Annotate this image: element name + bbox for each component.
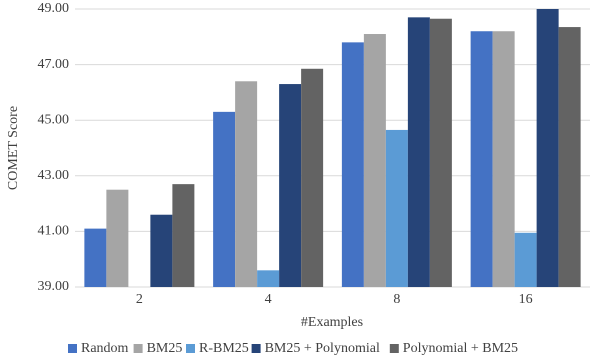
bar [301, 68, 324, 287]
x-axis-label: #Examples [301, 315, 363, 330]
y-tick-label: 45.00 [38, 112, 70, 127]
bar [429, 18, 452, 287]
bar [150, 214, 173, 287]
legend-swatch [186, 344, 195, 353]
bar [213, 111, 236, 287]
legend-swatch [251, 344, 261, 353]
bar [172, 184, 195, 287]
bar [84, 228, 107, 287]
bar [257, 270, 280, 287]
legend-swatch [68, 344, 77, 353]
legend-label: Polynomial + BM25 [403, 341, 518, 356]
legend-swatch [133, 344, 143, 353]
y-tick-label: 49.00 [38, 1, 70, 16]
bar [235, 81, 258, 287]
bar [363, 34, 386, 287]
bar [536, 9, 559, 287]
y-tick-label: 41.00 [38, 224, 70, 239]
legend-label: Random [81, 341, 129, 356]
legend-swatch [389, 344, 399, 353]
legend-label: BM25 + Polynomial [265, 341, 380, 356]
x-tick-label: 4 [265, 292, 272, 307]
y-axis-label: COMET Score [6, 106, 21, 190]
x-tick-label: 8 [393, 292, 400, 307]
bar [470, 31, 493, 287]
bar [492, 31, 515, 287]
x-tick-label: 16 [519, 292, 533, 307]
bar [341, 42, 364, 287]
x-tick-label: 2 [136, 292, 143, 307]
legend-label: R-BM25 [199, 341, 249, 356]
legend-label: BM25 [147, 341, 183, 356]
bar [514, 232, 537, 287]
bar [558, 27, 581, 287]
bar [106, 189, 129, 287]
bar [279, 84, 302, 287]
y-tick-label: 47.00 [38, 57, 70, 72]
bar [385, 129, 408, 287]
bar [407, 17, 430, 287]
y-tick-label: 43.00 [38, 168, 70, 183]
y-tick-label: 39.00 [38, 279, 70, 294]
